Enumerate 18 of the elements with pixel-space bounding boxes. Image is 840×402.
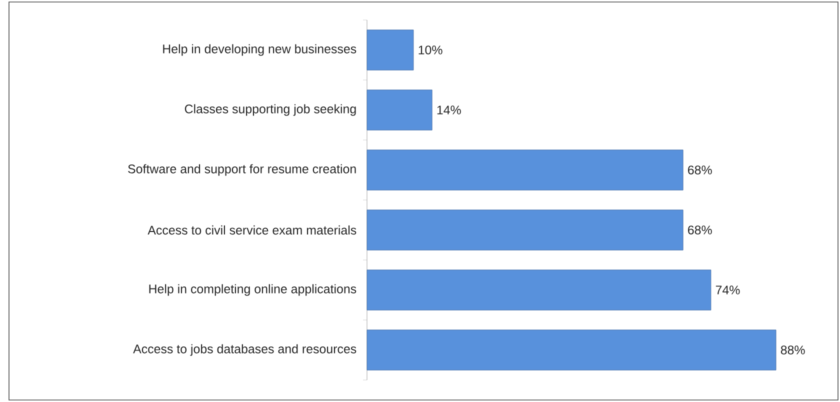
bar <box>366 270 712 310</box>
bar <box>366 210 684 250</box>
y-tick-label: Software and support for resume creation <box>128 164 356 176</box>
bar <box>366 150 684 190</box>
bar <box>366 330 776 370</box>
y-tick-label: Help in completing online applications <box>149 284 356 296</box>
data-label: 88% <box>780 346 805 354</box>
y-tick-label: Access to civil service exam materials <box>148 225 356 235</box>
y-tick-label: Help in developing new businesses <box>163 44 356 56</box>
y-tick-label: Access to jobs databases and resources <box>133 344 356 356</box>
bar <box>366 30 414 70</box>
data-label: 68% <box>688 226 712 234</box>
y-tick-label: Classes supporting job seeking <box>184 104 356 116</box>
data-label: 68% <box>688 166 712 174</box>
bar <box>366 90 432 130</box>
data-label: 10% <box>418 46 442 54</box>
data-label: 74% <box>716 286 740 294</box>
data-label: 14% <box>437 106 461 114</box>
